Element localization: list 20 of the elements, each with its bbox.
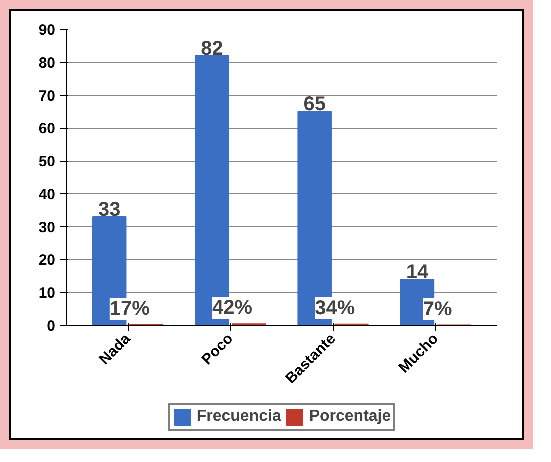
data-label: 14 xyxy=(406,261,430,284)
data-label: 34% xyxy=(315,297,356,320)
data-label: 7% xyxy=(423,298,452,320)
y-tick-label: 20 xyxy=(38,252,56,270)
data-label: 33 xyxy=(98,198,121,221)
y-tick-label: 10 xyxy=(38,285,56,302)
data-label: 82 xyxy=(201,38,224,60)
y-tick-label: 40 xyxy=(38,186,56,204)
data-label: 65 xyxy=(304,94,326,116)
y-tick-label: 50 xyxy=(38,154,56,171)
legend-label: Frecuencia xyxy=(196,408,282,426)
y-tick-label: 70 xyxy=(38,88,56,105)
y-tick-label: 90 xyxy=(38,22,56,39)
data-label: 42% xyxy=(212,297,253,320)
legend-label: Porcentaje xyxy=(309,408,392,426)
y-tick-label: 80 xyxy=(38,54,56,72)
y-tick-label: 60 xyxy=(38,120,56,138)
y-tick-label: 0 xyxy=(47,318,56,335)
data-label: 17% xyxy=(110,298,150,320)
y-tick-label: 30 xyxy=(38,219,56,236)
